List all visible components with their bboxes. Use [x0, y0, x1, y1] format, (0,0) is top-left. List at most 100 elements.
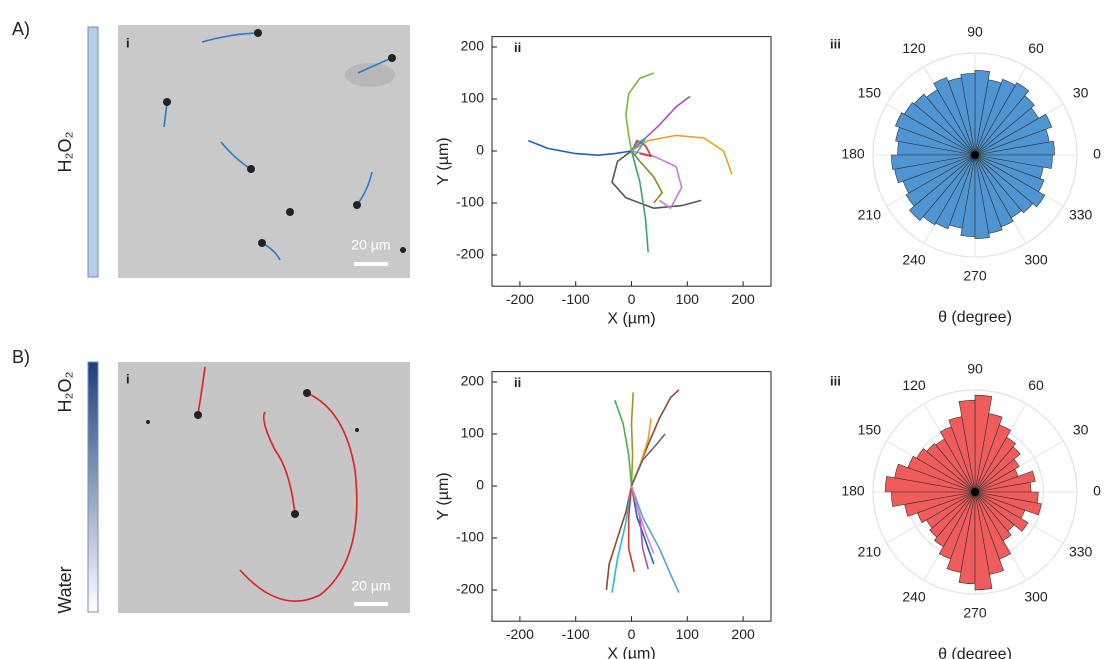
angle-tick-label: 90 [967, 24, 983, 40]
y-tick-label: -100 [456, 194, 484, 210]
scale-bar-label: 20 µm [351, 237, 390, 253]
angle-tick-label: 270 [963, 605, 987, 621]
trajectory [630, 137, 647, 157]
x-tick-label: -100 [562, 626, 590, 642]
polar-bar [974, 491, 1029, 532]
trajectory [630, 139, 652, 157]
polar-bar [908, 154, 976, 222]
trajectory [630, 95, 691, 152]
trajectory [528, 139, 632, 156]
angle-tick-label: 180 [841, 483, 865, 499]
polar-bar [895, 127, 976, 156]
y-tick-label: 0 [476, 477, 484, 493]
polar-bar [974, 491, 1039, 504]
trajectory [630, 150, 649, 253]
polar-bar [974, 394, 993, 493]
polar-bar [974, 491, 1004, 575]
x-tick-label: 0 [628, 291, 636, 307]
x-tick-label: -200 [506, 291, 534, 307]
trajectory [630, 485, 680, 593]
x-tick-label: 200 [731, 291, 755, 307]
panel-index: i [126, 371, 130, 386]
x-axis-label: X (µm) [607, 310, 655, 327]
condition-label: H₂O₂ [55, 372, 75, 413]
center-dot [971, 488, 979, 496]
chart-title: ii [514, 375, 521, 390]
y-tick-label: 100 [461, 90, 485, 106]
chart-title: iii [830, 373, 841, 388]
x-tick-label: 100 [676, 626, 700, 642]
x-tick-label: -100 [562, 291, 590, 307]
polar-bar [894, 154, 976, 184]
trajectory [630, 485, 655, 565]
trajectory [630, 485, 655, 554]
condition-bar [87, 361, 99, 613]
condition-bar [87, 26, 99, 278]
y-tick-label: 0 [476, 142, 484, 158]
y-tick-label: 200 [461, 373, 485, 389]
panel-label: A) [12, 19, 30, 39]
polar-bar [917, 491, 976, 524]
x-axis-label: θ (degree) [938, 646, 1012, 659]
x-tick-label: 200 [731, 626, 755, 642]
polar-bar [935, 154, 976, 230]
angle-tick-label: 60 [1028, 40, 1044, 56]
panel-label: B) [12, 347, 30, 367]
angle-tick-label: 240 [902, 588, 926, 604]
trajectory [611, 485, 633, 593]
chart-title: ii [514, 40, 521, 55]
angle-tick-label: 180 [841, 146, 865, 162]
polar-bar [922, 154, 976, 226]
scale-bar-label: 20 µm [351, 578, 390, 594]
x-tick-label: -200 [506, 626, 534, 642]
polar-bar [939, 426, 976, 493]
polar-bar [974, 69, 991, 156]
trajectory [630, 433, 666, 487]
polar-bar [974, 82, 1030, 156]
trajectory [630, 392, 634, 487]
angle-tick-label: 60 [1028, 377, 1044, 393]
polar-bar [933, 77, 976, 156]
trajectory [630, 418, 652, 487]
y-axis-label: Y (µm) [435, 472, 452, 520]
angle-tick-label: 30 [1073, 85, 1089, 101]
trajectory [614, 399, 633, 487]
angle-tick-label: 150 [858, 422, 882, 438]
y-axis-label: Y (µm) [435, 137, 452, 185]
y-tick-label: 200 [461, 38, 485, 54]
angle-tick-label: 300 [1024, 251, 1048, 267]
micrograph [118, 362, 410, 613]
polar-bar [974, 491, 1012, 542]
angle-tick-label: 0 [1093, 483, 1101, 499]
trajectory [625, 72, 655, 152]
x-tick-label: 100 [676, 291, 700, 307]
angle-tick-label: 330 [1069, 207, 1093, 223]
angle-tick-label: 0 [1093, 146, 1101, 162]
trajectory [627, 485, 636, 572]
center-dot [971, 151, 979, 159]
trajectory [611, 150, 702, 209]
angle-tick-label: 300 [1024, 588, 1048, 604]
polar-bar [974, 113, 1053, 156]
angle-tick-label: 30 [1073, 422, 1089, 438]
polar-bar [884, 476, 976, 493]
polar-bar [974, 154, 1046, 208]
condition-label: Water [55, 566, 75, 613]
angle-tick-label: 240 [902, 251, 926, 267]
y-tick-label: -200 [456, 246, 484, 262]
x-tick-label: 0 [628, 626, 636, 642]
polar-bar [974, 491, 1012, 560]
trajectory [631, 134, 733, 175]
angle-tick-label: 90 [967, 361, 983, 377]
angle-tick-label: 270 [963, 268, 987, 284]
angle-tick-label: 120 [902, 377, 926, 393]
angle-tick-label: 210 [858, 207, 882, 223]
angle-tick-label: 150 [858, 85, 882, 101]
x-axis-label: θ (degree) [938, 309, 1012, 326]
condition-label: H₂O₂ [55, 132, 75, 173]
polar-bar [974, 154, 1003, 234]
y-tick-label: -100 [456, 529, 484, 545]
polar-bar [974, 491, 1042, 516]
polar-bar [974, 154, 1053, 169]
